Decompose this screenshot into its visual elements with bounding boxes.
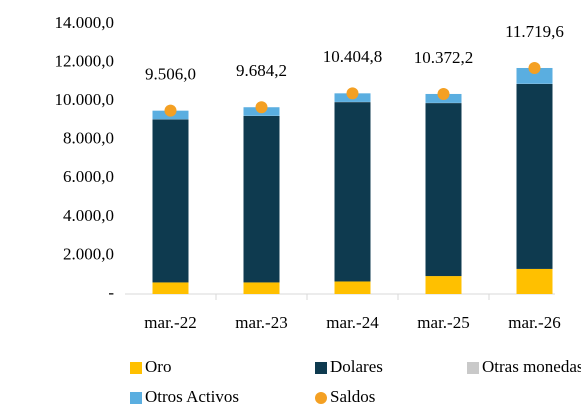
bar-segment	[152, 119, 189, 283]
bar-segment	[516, 67, 553, 84]
y-tick-label: 12.000,0	[55, 51, 115, 70]
value-label: 11.719,6	[505, 22, 564, 41]
legend-label: Otros Activos	[145, 387, 239, 406]
saldo-point	[164, 104, 177, 117]
saldo-point	[346, 87, 359, 100]
value-label: 9.506,0	[145, 65, 196, 84]
legend-marker	[130, 362, 142, 374]
bar-segment	[425, 103, 462, 277]
bar-segment	[516, 83, 553, 269]
y-tick-label: 2.000,0	[63, 244, 114, 263]
y-tick-label: 14.000,0	[55, 13, 115, 32]
legend-label: Saldos	[330, 387, 375, 406]
legend-marker	[315, 362, 327, 374]
legend-label: Dolares	[330, 357, 383, 376]
legend-label: Oro	[145, 357, 171, 376]
value-label: 10.372,2	[414, 48, 474, 67]
x-tick-label: mar.-23	[235, 313, 287, 332]
bar-segment	[425, 276, 462, 294]
value-label: 10.404,8	[323, 47, 383, 66]
legend-label: Otras monedas	[482, 357, 581, 376]
legend-marker	[130, 392, 142, 404]
bar-segment	[243, 115, 280, 283]
saldo-point	[528, 61, 541, 74]
x-tick-label: mar.-25	[417, 313, 469, 332]
x-tick-label: mar.-22	[144, 313, 196, 332]
x-tick-label: mar.-26	[508, 313, 560, 332]
bar-segment	[516, 268, 553, 294]
bar-segment	[243, 282, 280, 294]
y-tick-label: 10.000,0	[55, 90, 115, 109]
bar-segment	[334, 102, 371, 282]
y-tick-label: 6.000,0	[63, 167, 114, 186]
bar-segment	[152, 282, 189, 294]
x-tick-label: mar.-24	[326, 313, 379, 332]
value-label: 9.684,2	[236, 61, 287, 80]
y-tick-label: 4.000,0	[63, 206, 114, 225]
legend-marker	[467, 362, 479, 374]
y-tick-label: -	[108, 283, 114, 302]
y-tick-label: 8.000,0	[63, 129, 114, 148]
legend-marker	[315, 392, 327, 404]
bar-segment	[334, 281, 371, 294]
saldo-point	[255, 101, 268, 114]
saldo-point	[437, 87, 450, 100]
